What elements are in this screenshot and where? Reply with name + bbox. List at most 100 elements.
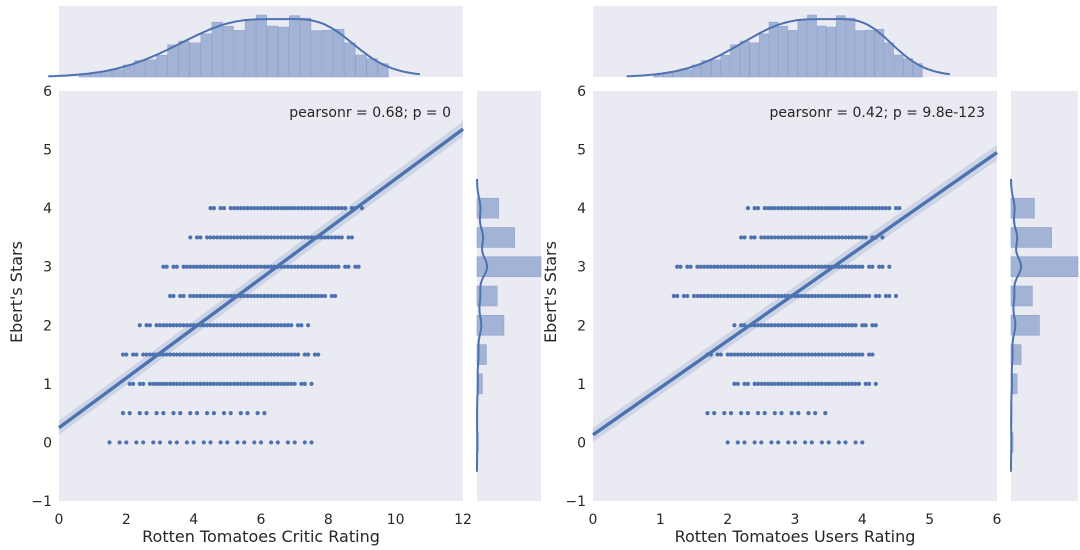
scatter-point (883, 293, 889, 299)
scatter-point (242, 206, 247, 211)
scatter-point (279, 206, 284, 211)
scatter-point (809, 235, 814, 240)
scatter-point (221, 264, 227, 269)
scatter-point (867, 381, 872, 386)
scatter-point (819, 352, 825, 357)
scatter-point (198, 381, 203, 386)
scatter-point (829, 293, 835, 299)
scatter-point (326, 264, 331, 269)
scatter-point (856, 352, 862, 357)
scatter-point (289, 293, 294, 299)
scatter-point (174, 323, 179, 328)
scatter-point (131, 381, 136, 386)
scatter-point (776, 264, 781, 269)
x-tick-label: 6 (993, 512, 1002, 528)
scatter-point (708, 293, 713, 299)
scatter-point (218, 381, 223, 386)
scatter-point (201, 381, 206, 386)
scatter-point (147, 323, 152, 328)
scatter-point (819, 381, 825, 386)
y-tick-label: 2 (43, 318, 52, 334)
scatter-point (215, 293, 220, 299)
scatter-point (336, 235, 341, 240)
scatter-point (782, 264, 788, 269)
scatter-point (174, 440, 179, 445)
scatter-point (255, 352, 260, 357)
scatter-point (853, 206, 858, 211)
scatter-point (749, 352, 754, 357)
top-hist-bar (112, 69, 124, 78)
scatter-point (789, 264, 794, 269)
scatter-point (749, 264, 754, 269)
scatter-point (252, 323, 257, 328)
scatter-point (752, 352, 757, 357)
scatter-point (329, 293, 334, 299)
scatter-point (228, 206, 233, 211)
scatter-point (803, 293, 808, 299)
scatter-point (201, 264, 206, 269)
scatter-point (782, 352, 788, 357)
x-tick-label: 10 (387, 512, 405, 528)
scatter-point (248, 235, 253, 240)
scatter-point (762, 293, 767, 299)
scatter-point (309, 381, 314, 386)
scatter-point (181, 381, 186, 386)
scatter-point (205, 264, 210, 269)
scatter-point (144, 323, 149, 328)
scatter-point (285, 206, 290, 211)
scatter-point (799, 206, 804, 211)
scatter-point (755, 352, 761, 357)
scatter-point (174, 264, 179, 269)
scatter-point (823, 352, 828, 357)
scatter-point (282, 381, 287, 386)
scatter-point (279, 381, 284, 386)
scatter-point (242, 264, 247, 269)
top-hist-bar (355, 54, 367, 78)
scatter-point (168, 293, 173, 299)
y-tick-label: 0 (43, 435, 52, 451)
scatter-point (833, 352, 838, 357)
scatter-point (819, 293, 825, 299)
scatter-point (188, 264, 193, 269)
scatter-point (164, 381, 169, 386)
scatter-point (749, 293, 754, 299)
scatter-point (836, 293, 841, 299)
scatter-point (208, 206, 213, 211)
scatter-point (856, 293, 862, 299)
scatter-point (194, 235, 200, 240)
scatter-point (776, 323, 781, 328)
scatter-point (745, 352, 751, 357)
scatter-point (742, 381, 747, 386)
top-hist-bar (178, 40, 190, 78)
scatter-point (238, 381, 243, 386)
scatter-point (759, 293, 764, 299)
scatter-point (232, 381, 237, 386)
scatter-point (178, 323, 183, 328)
scatter-point (349, 235, 354, 240)
scatter-point (712, 264, 717, 269)
scatter-point (698, 293, 703, 299)
scatter-point (816, 206, 821, 211)
scatter-point (853, 440, 858, 445)
scatter-point (194, 411, 200, 416)
scatter-point (846, 381, 852, 386)
scatter-point (840, 235, 845, 240)
scatter-point (282, 206, 287, 211)
scatter-point (705, 264, 710, 269)
scatter-point (799, 235, 804, 240)
scatter-point (789, 411, 794, 416)
scatter-point (846, 264, 852, 269)
right-hist-bar (1010, 197, 1035, 219)
scatter-point (295, 323, 301, 328)
scatter-point (698, 264, 703, 269)
scatter-point (789, 352, 794, 357)
scatter-point (742, 293, 747, 299)
scatter-point (245, 293, 250, 299)
scatter-point (759, 440, 764, 445)
top-hist-bar (826, 26, 837, 78)
scatter-point (198, 235, 203, 240)
scatter-point (809, 323, 814, 328)
y-tick-label: 6 (577, 84, 586, 100)
scatter-point (295, 206, 301, 211)
scatter-point (218, 440, 223, 445)
